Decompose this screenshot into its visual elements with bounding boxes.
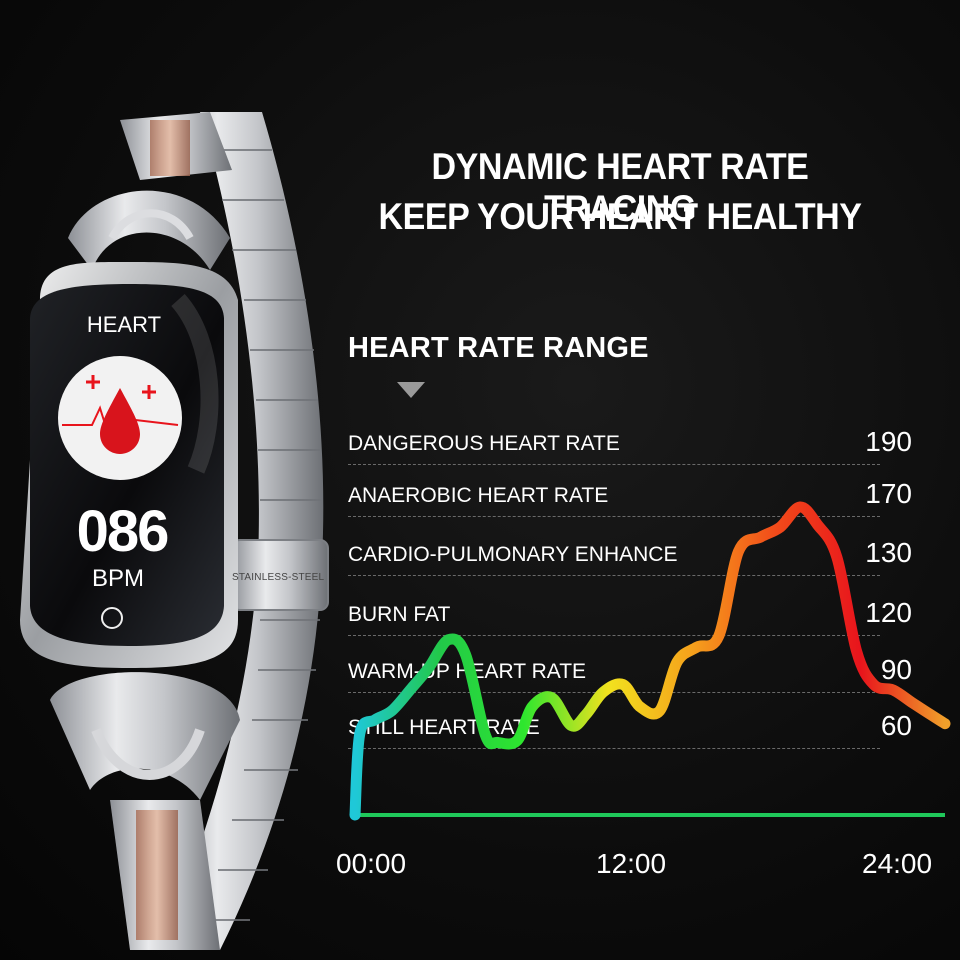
zone-label: CARDIO-PULMONARY ENHANCE	[348, 543, 678, 566]
headline-line-2: KEEP YOUR HEART HEALTHY	[378, 196, 862, 237]
heart-rate-series	[349, 501, 951, 821]
zone-label: STILL HEART RATE	[348, 716, 540, 739]
zone-gridline	[348, 635, 880, 636]
x-tick-label: 24:00	[862, 848, 933, 879]
watch-body	[20, 261, 238, 668]
zone-row: DANGEROUS HEART RATE 190	[348, 426, 940, 465]
zone-row: BURN FAT 120	[348, 597, 940, 636]
heart-rate-value: 086	[76, 499, 170, 564]
zone-row: CARDIO-PULMONARY ENHANCE 130	[348, 537, 940, 576]
zone-label: BURN FAT	[348, 603, 451, 626]
zone-gridline	[348, 748, 880, 749]
heart-rate-unit: BPM	[91, 565, 144, 592]
zone-value: 120	[865, 597, 912, 628]
zone-value: 60	[880, 710, 912, 741]
zone-label: DANGEROUS HEART RATE	[348, 432, 620, 455]
zone-gridline	[348, 516, 880, 517]
zone-row: STILL HEART RATE 60	[348, 710, 940, 749]
headline-line-1: DYNAMIC HEART RATE TRACING	[431, 146, 809, 229]
zone-row: ANAEROBIC HEART RATE 170	[348, 478, 940, 517]
down-arrow-icon	[397, 382, 425, 398]
heart-rate-drop-icon	[58, 356, 182, 480]
band-strap-bottom	[50, 672, 240, 950]
x-tick-label: 12:00	[596, 848, 667, 879]
zone-gridline	[348, 464, 880, 465]
x-tick-label: 00:00	[336, 848, 407, 879]
zone-value: 170	[865, 478, 912, 509]
zone-value: 130	[865, 537, 912, 568]
band-strap-top	[68, 112, 232, 270]
zone-gridline	[348, 692, 880, 693]
screen-title: HEART	[86, 312, 162, 337]
zone-label: ANAEROBIC HEART RATE	[348, 484, 609, 507]
home-button-icon[interactable]	[101, 607, 123, 629]
band-material-label: STAINLESS-STEEL	[232, 572, 325, 583]
chart-title: HEART RATE RANGE	[348, 332, 649, 364]
zone-value: 190	[865, 426, 912, 457]
zone-value: 90	[880, 654, 912, 685]
zone-gridline	[348, 575, 880, 576]
